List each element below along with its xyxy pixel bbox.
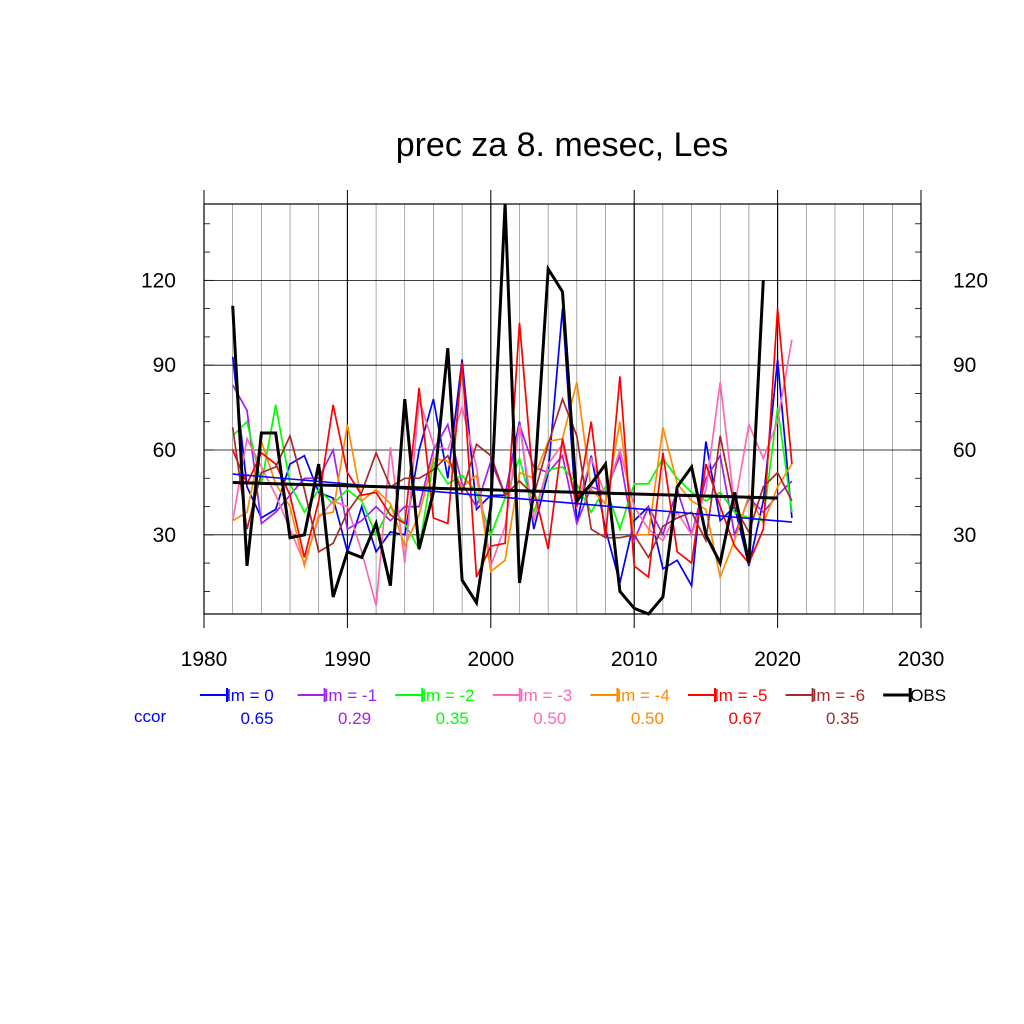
y-tick-label-left: 30 — [153, 524, 176, 547]
y-tick-label-left: 90 — [153, 354, 176, 377]
legend-label: OBS — [910, 686, 946, 705]
ccor-value: 0.35 — [436, 709, 469, 728]
series-line-lm-6 — [231, 396, 793, 560]
y-tick-label-right: 30 — [953, 524, 976, 547]
x-tick-label: 2030 — [898, 648, 945, 671]
trend-line — [232, 481, 778, 500]
x-tick-label: 2010 — [611, 648, 658, 671]
legend-label: lm = -5 — [715, 686, 767, 705]
legend-label: lm = -4 — [617, 686, 669, 705]
y-tick-label-right: 120 — [953, 269, 988, 292]
y-tick-label-left: 120 — [141, 269, 176, 292]
ccor-value: 0.65 — [240, 709, 273, 728]
legend-label: lm = -1 — [325, 686, 377, 705]
ccor-value: 0.67 — [728, 709, 761, 728]
grid — [203, 190, 922, 628]
y-tick-label-right: 90 — [953, 354, 976, 377]
legend-label: lm = -2 — [422, 686, 474, 705]
series-line-obs — [231, 203, 765, 616]
y-tick-label-left: 60 — [153, 439, 176, 462]
y-tick-label-right: 60 — [953, 439, 976, 462]
axes: 1980 1990 2000 2010 2020 2030 30 30 60 60 90 90 120 1… — [141, 223, 988, 671]
legend-label: lm = -3 — [520, 686, 572, 705]
x-tick-label: 2020 — [754, 648, 801, 671]
legend-label: lm = 0 — [227, 686, 274, 705]
ccor-label: ccor — [134, 707, 166, 726]
legend: ccor lm = 0 0.65 lm = -1 0.29 lm = -2 0.35 lm =… — [134, 686, 946, 728]
trend-lines — [232, 473, 793, 523]
x-tick-label: 1990 — [324, 648, 371, 671]
ccor-value: 0.29 — [338, 709, 371, 728]
x-tick-label: 1980 — [181, 648, 228, 671]
ccor-value: 0.50 — [533, 709, 566, 728]
ccor-value: 0.35 — [826, 709, 859, 728]
trend-line — [232, 473, 793, 523]
plot-area — [231, 203, 793, 616]
plot-frame — [203, 203, 922, 615]
legend-label: lm = -6 — [813, 686, 865, 705]
ccor-value: 0.50 — [631, 709, 664, 728]
x-tick-label: 2000 — [467, 648, 514, 671]
chart-title: prec za 8. mesec, Les — [396, 126, 729, 164]
